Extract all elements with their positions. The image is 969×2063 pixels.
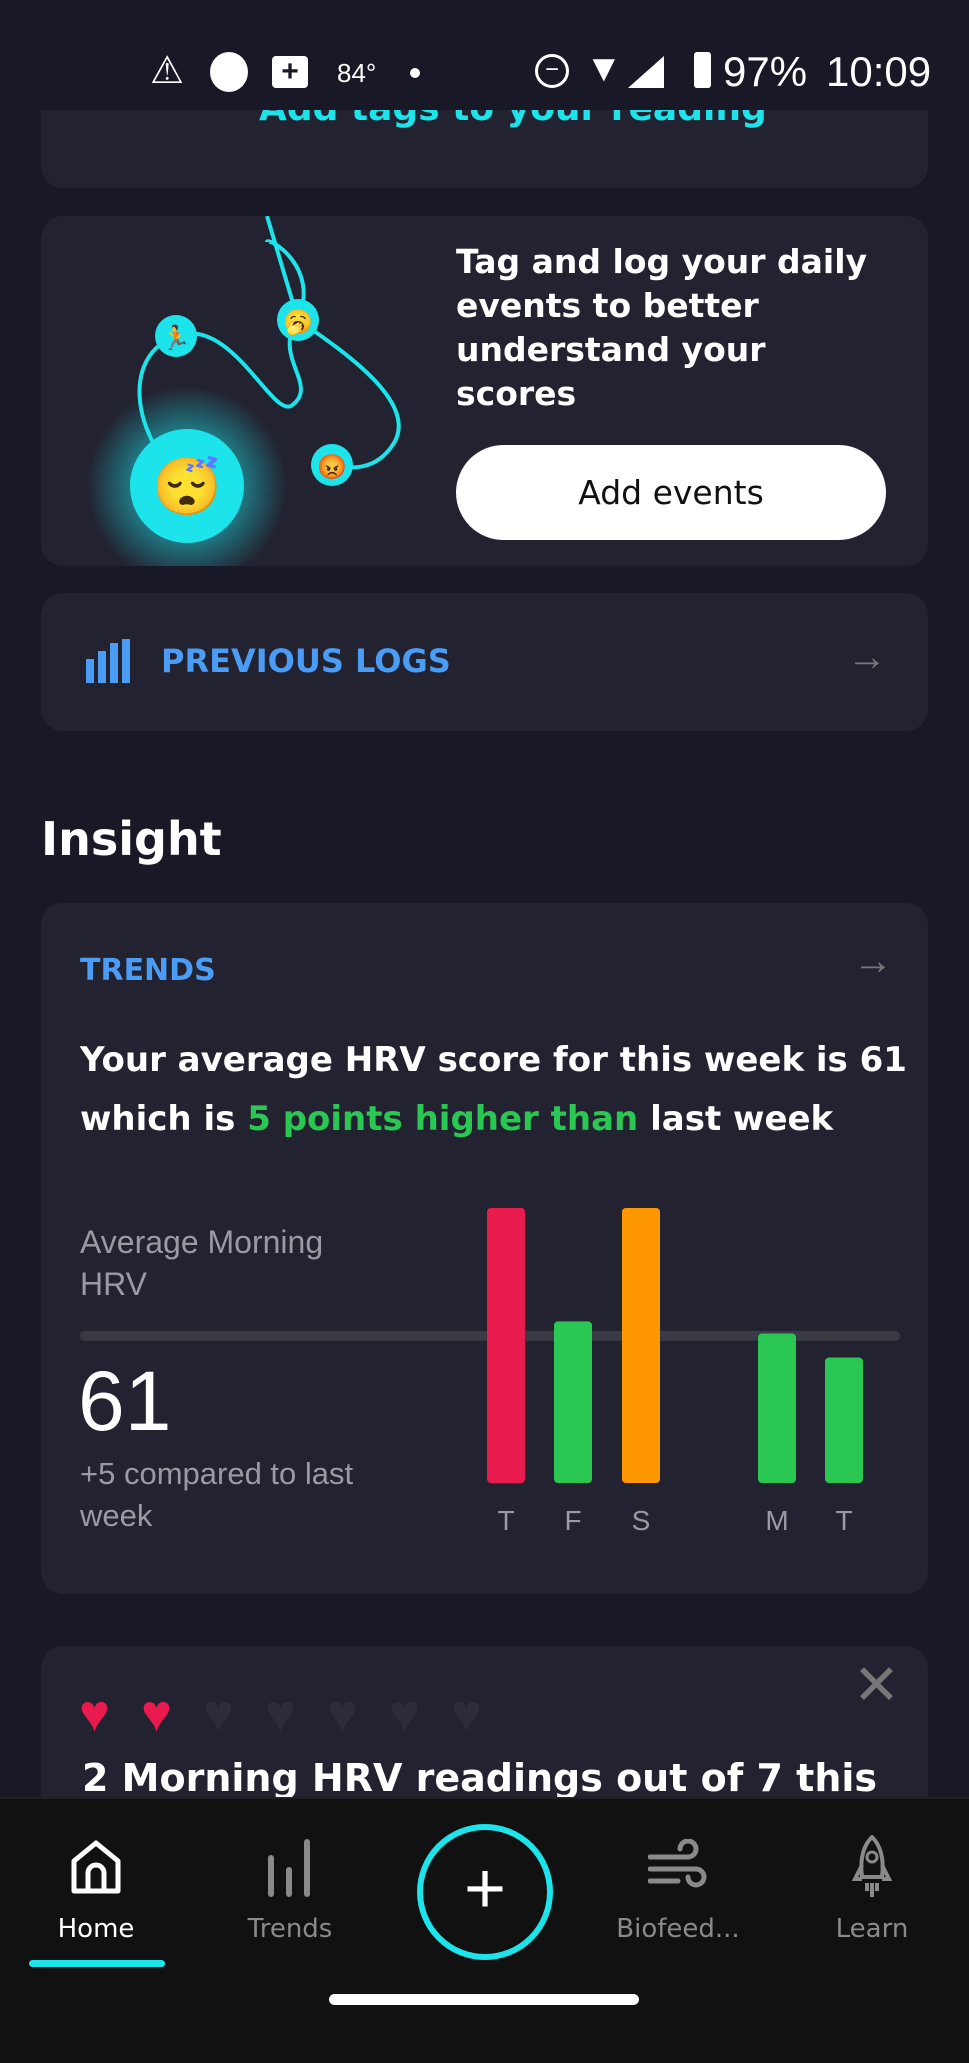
hrv-bar-chart — [80, 1208, 900, 1483]
headline-text-end: last week — [638, 1099, 834, 1139]
svg-text:🥱: 🥱 — [283, 309, 313, 336]
comparison-text: +5 compared to last week — [80, 1456, 354, 1533]
previous-logs-label: PREVIOUS LOGS — [161, 642, 451, 680]
trends-headline: Your average HRV score for this week is … — [80, 1031, 910, 1149]
battery-percent: 97% — [723, 48, 808, 95]
nav-learn[interactable]: Learn — [792, 1799, 952, 1999]
home-icon — [71, 1840, 121, 1894]
previous-logs-button[interactable]: PREVIOUS LOGS → — [41, 593, 928, 731]
signal-icon — [628, 56, 664, 88]
bar-2 — [622, 1208, 660, 1483]
heart-icon: ♥ — [389, 1685, 420, 1743]
arrow-right-icon: → — [847, 635, 887, 679]
headline-highlight: 5 points higher than — [247, 1099, 639, 1139]
bar-1 — [554, 1321, 592, 1483]
nav-home-label: Home — [57, 1914, 135, 1944]
nav-biofeedback[interactable]: Biofeed... — [598, 1799, 758, 1999]
events-illustration: 😴 🏃 🥱 😡 — [87, 216, 401, 566]
bar-chart-icon — [86, 639, 130, 683]
headline-text: Your average HRV score for this week is … — [80, 1040, 907, 1139]
nav-add-button[interactable]: + — [417, 1824, 553, 1960]
heart-icon: ♥ — [451, 1685, 482, 1743]
nav-biofeedback-label: Biofeed... — [616, 1914, 740, 1944]
warning-icon: ⚠ — [150, 50, 185, 92]
readings-text: 2 Morning HRV readings out of 7 this — [82, 1756, 878, 1800]
status-bar: ⚠ + 84° − ▼ 97% 10:09 — [0, 0, 969, 110]
circle-icon — [210, 52, 248, 92]
insight-title: Insight — [41, 812, 222, 866]
battery-icon — [694, 52, 711, 88]
heart-icon: ♥ — [141, 1685, 172, 1743]
arrow-right-icon: → — [853, 939, 893, 983]
events-card: 😴 🏃 🥱 😡 Tag and log your daily events to… — [41, 216, 928, 566]
wind-icon — [648, 1839, 707, 1888]
metric-value: 61 — [78, 1354, 172, 1448]
nav-trends[interactable]: Trends — [210, 1799, 370, 1999]
events-description: Tag and log your daily events to better … — [456, 242, 868, 413]
home-active-indicator — [29, 1960, 165, 1967]
heart-icon: ♥ — [327, 1685, 358, 1743]
close-icon[interactable]: ✕ — [853, 1653, 900, 1716]
trends-label: TRENDS — [80, 953, 216, 988]
day-label: M — [765, 1505, 789, 1536]
day-label: T — [497, 1505, 515, 1536]
nav-home[interactable]: Home — [16, 1799, 176, 1999]
dot-icon — [410, 68, 420, 78]
add-events-button[interactable]: Add events — [456, 445, 886, 540]
nav-learn-label: Learn — [835, 1914, 909, 1944]
clock: 10:09 — [826, 48, 932, 95]
heart-icon: ♥ — [79, 1685, 110, 1743]
temperature: 84° — [337, 58, 377, 88]
bar-5 — [825, 1357, 863, 1483]
plus-icon: + — [463, 1849, 507, 1929]
home-gesture-bar[interactable] — [329, 1994, 639, 2005]
svg-text:😴: 😴 — [152, 455, 222, 518]
svg-text:😡: 😡 — [317, 454, 347, 481]
bar-4 — [758, 1333, 796, 1483]
nav-trends-label: Trends — [247, 1914, 333, 1944]
trends-icon — [268, 1839, 310, 1897]
svg-text:🏃: 🏃 — [161, 324, 191, 352]
day-label: F — [564, 1505, 582, 1536]
bar-0 — [487, 1208, 525, 1483]
dnd-icon: − — [535, 54, 569, 88]
day-label: T — [835, 1505, 853, 1536]
metric-label: Average Morning HRV — [80, 1224, 324, 1302]
wifi-icon: ▼ — [585, 48, 623, 90]
heart-icon: ♥ — [265, 1685, 296, 1743]
day-label: S — [631, 1505, 651, 1536]
bottom-nav: Home Trends + Biofeed... Learn — [0, 1797, 969, 2063]
medical-icon: + — [272, 56, 308, 88]
heart-icon: ♥ — [203, 1685, 234, 1743]
rocket-icon — [852, 1835, 892, 1897]
